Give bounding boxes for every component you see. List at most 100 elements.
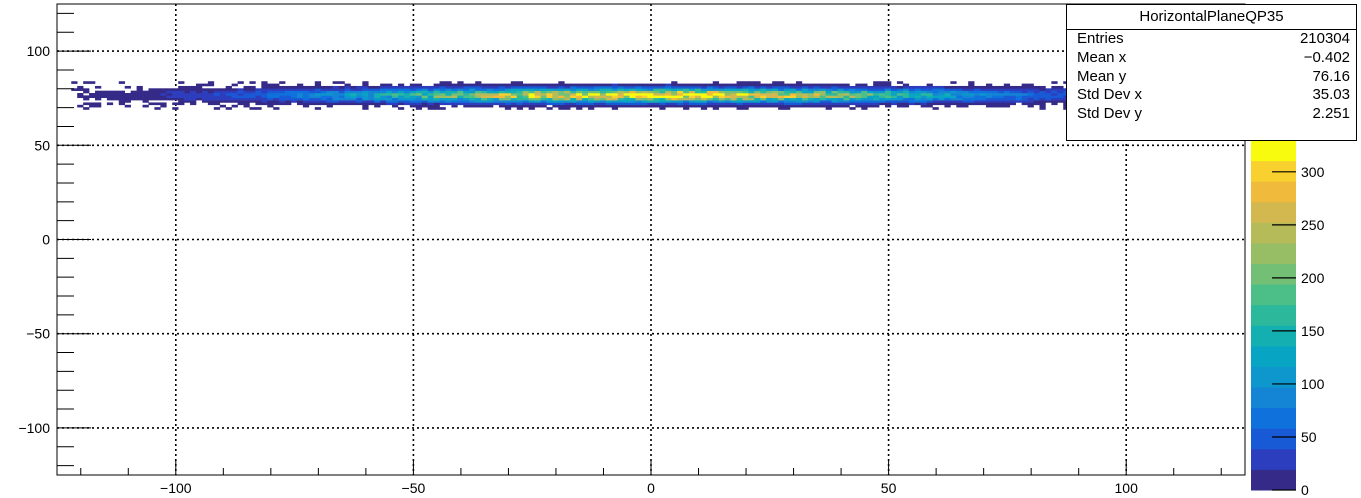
heat-cell bbox=[968, 93, 975, 96]
heat-cell bbox=[172, 102, 179, 106]
heat-cell bbox=[386, 100, 393, 103]
heat-cell bbox=[1021, 93, 1028, 96]
heat-cell bbox=[700, 83, 708, 87]
heat-cell bbox=[997, 102, 1005, 106]
heat-cell bbox=[1015, 90, 1022, 94]
heat-cell bbox=[166, 93, 173, 96]
heat-cell bbox=[831, 90, 838, 94]
heat-cell bbox=[879, 102, 886, 106]
heat-cell bbox=[795, 102, 803, 106]
heat-cell bbox=[326, 100, 333, 103]
heat-cell bbox=[1039, 107, 1046, 110]
heat-cell bbox=[582, 85, 589, 89]
heat-cell bbox=[564, 88, 571, 91]
heat-cell bbox=[237, 88, 244, 91]
heat-cell bbox=[837, 104, 844, 108]
heat-cell bbox=[546, 88, 553, 91]
heat-cell bbox=[522, 104, 529, 108]
heat-cell bbox=[807, 83, 815, 87]
heat-cell bbox=[415, 102, 423, 106]
heat-cell bbox=[926, 100, 933, 103]
heat-cell bbox=[136, 97, 143, 101]
heat-cell bbox=[997, 104, 1005, 108]
heat-cell bbox=[819, 83, 826, 87]
stats-row: Std Dev y 2.251 bbox=[1067, 105, 1356, 124]
heat-cell bbox=[172, 93, 179, 96]
heat-cell bbox=[772, 81, 779, 84]
heat-cell bbox=[1039, 95, 1046, 99]
heat-cell bbox=[671, 83, 678, 87]
heat-cell bbox=[742, 81, 749, 84]
heat-cell bbox=[908, 97, 916, 101]
heat-cell bbox=[100, 95, 108, 99]
heat-cell bbox=[475, 100, 482, 103]
stats-value: 35.03 bbox=[1312, 86, 1350, 104]
heat-cell bbox=[261, 83, 268, 87]
heat-cell bbox=[986, 90, 993, 94]
heat-cell bbox=[427, 90, 434, 94]
heat-cell bbox=[932, 90, 939, 94]
heat-cell bbox=[463, 100, 470, 103]
heat-cell bbox=[611, 107, 619, 110]
heat-cell bbox=[166, 88, 173, 91]
heat-cell bbox=[403, 93, 411, 96]
heat-cell bbox=[225, 97, 232, 101]
heat-cell bbox=[873, 97, 880, 101]
heat-cell bbox=[498, 90, 506, 94]
heat-cell bbox=[914, 93, 921, 96]
heat-cell bbox=[932, 93, 939, 96]
heat-cell bbox=[273, 102, 280, 106]
heat-cell bbox=[671, 100, 678, 103]
heat-cell bbox=[510, 85, 518, 89]
heat-cell bbox=[629, 93, 636, 96]
heat-cell bbox=[380, 100, 387, 103]
heat-cell bbox=[861, 102, 868, 106]
heat-cell bbox=[261, 100, 268, 103]
heat-cell bbox=[1021, 100, 1028, 103]
heat-cell bbox=[249, 90, 256, 94]
heat-cell bbox=[653, 95, 660, 99]
heat-cell bbox=[879, 81, 886, 84]
heat-cell bbox=[564, 90, 571, 94]
heat-cell bbox=[772, 90, 779, 94]
heat-cell bbox=[172, 107, 179, 110]
heat-cell bbox=[677, 83, 684, 87]
heat-cell bbox=[867, 104, 874, 108]
heat-cell bbox=[944, 88, 951, 91]
heat-cell bbox=[392, 93, 399, 96]
heat-cell bbox=[760, 104, 767, 108]
heat-cell bbox=[124, 100, 131, 103]
heat-cell bbox=[795, 93, 803, 96]
heat-cell bbox=[1009, 95, 1017, 99]
heat-cell bbox=[789, 88, 797, 91]
heat-cell bbox=[694, 90, 702, 94]
heat-cell bbox=[968, 90, 975, 94]
heat-cell bbox=[1045, 100, 1052, 103]
heat-cell bbox=[249, 97, 256, 101]
heat-cell bbox=[516, 85, 523, 89]
heat-cell bbox=[629, 104, 636, 108]
heat-cell bbox=[914, 97, 921, 101]
heat-cell bbox=[653, 90, 660, 94]
heat-cell bbox=[689, 93, 696, 96]
heat-cell bbox=[136, 85, 143, 89]
heat-cell bbox=[659, 102, 666, 106]
heat-cell bbox=[718, 83, 725, 87]
heat-cell bbox=[849, 100, 856, 103]
heat-cell bbox=[255, 88, 262, 91]
heat-cell bbox=[522, 102, 529, 106]
heat-cell bbox=[332, 85, 339, 89]
heat-cell bbox=[956, 93, 963, 96]
heat-cell bbox=[706, 88, 714, 91]
heat-cell bbox=[819, 85, 826, 89]
color-scale-band bbox=[1251, 428, 1296, 450]
heat-cell bbox=[968, 85, 975, 89]
heat-cell bbox=[154, 95, 161, 99]
heat-cell bbox=[314, 83, 322, 87]
heat-cell bbox=[819, 100, 826, 103]
heat-cell bbox=[213, 95, 221, 99]
heat-cell bbox=[457, 93, 464, 96]
heat-cell bbox=[932, 107, 939, 110]
color-scale-tick-label: 50 bbox=[1301, 429, 1317, 445]
heat-cell bbox=[938, 93, 945, 96]
